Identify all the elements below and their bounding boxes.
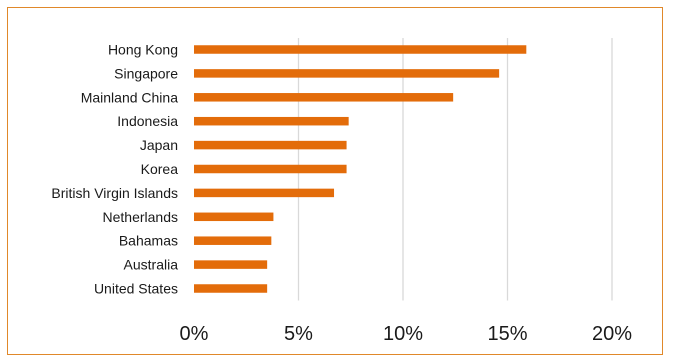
x-tick-label-1: 5% <box>284 323 313 345</box>
bar-4 <box>194 140 347 150</box>
category-label-3: Indonesia <box>117 113 178 129</box>
chart-frame <box>7 7 663 355</box>
category-label-9: Australia <box>124 257 179 273</box>
bar-0 <box>194 45 527 54</box>
bar-7 <box>194 212 274 222</box>
bar-8 <box>194 236 272 245</box>
category-label-0: Hong Kong <box>108 42 178 58</box>
x-tick-label-2: 10% <box>383 323 423 345</box>
category-labels: Hong Kong Singapore Mainland China Indonesi… <box>51 42 178 297</box>
x-tick-label-4: 20% <box>592 323 632 345</box>
category-label-8: Bahamas <box>119 233 178 249</box>
bar-5 <box>194 164 347 174</box>
category-label-4: Japan <box>140 137 178 153</box>
category-label-2: Mainland China <box>81 89 178 105</box>
bar-1 <box>194 69 500 78</box>
x-tick-label-0: 0% <box>180 323 209 345</box>
bar-9 <box>194 260 268 269</box>
bars <box>194 45 527 293</box>
category-label-6: British Virgin Islands <box>51 185 178 201</box>
bar-3 <box>194 116 349 126</box>
category-label-1: Singapore <box>114 65 178 81</box>
bar-6 <box>194 188 335 198</box>
x-tick-labels: 0% 5% 10% 15% 20% <box>180 323 633 345</box>
category-label-10: United States <box>94 281 178 297</box>
x-tick-label-3: 15% <box>487 323 527 345</box>
category-label-7: Netherlands <box>103 209 179 225</box>
bar-2 <box>194 93 454 102</box>
bar-10 <box>194 284 268 293</box>
category-label-5: Korea <box>141 161 179 177</box>
